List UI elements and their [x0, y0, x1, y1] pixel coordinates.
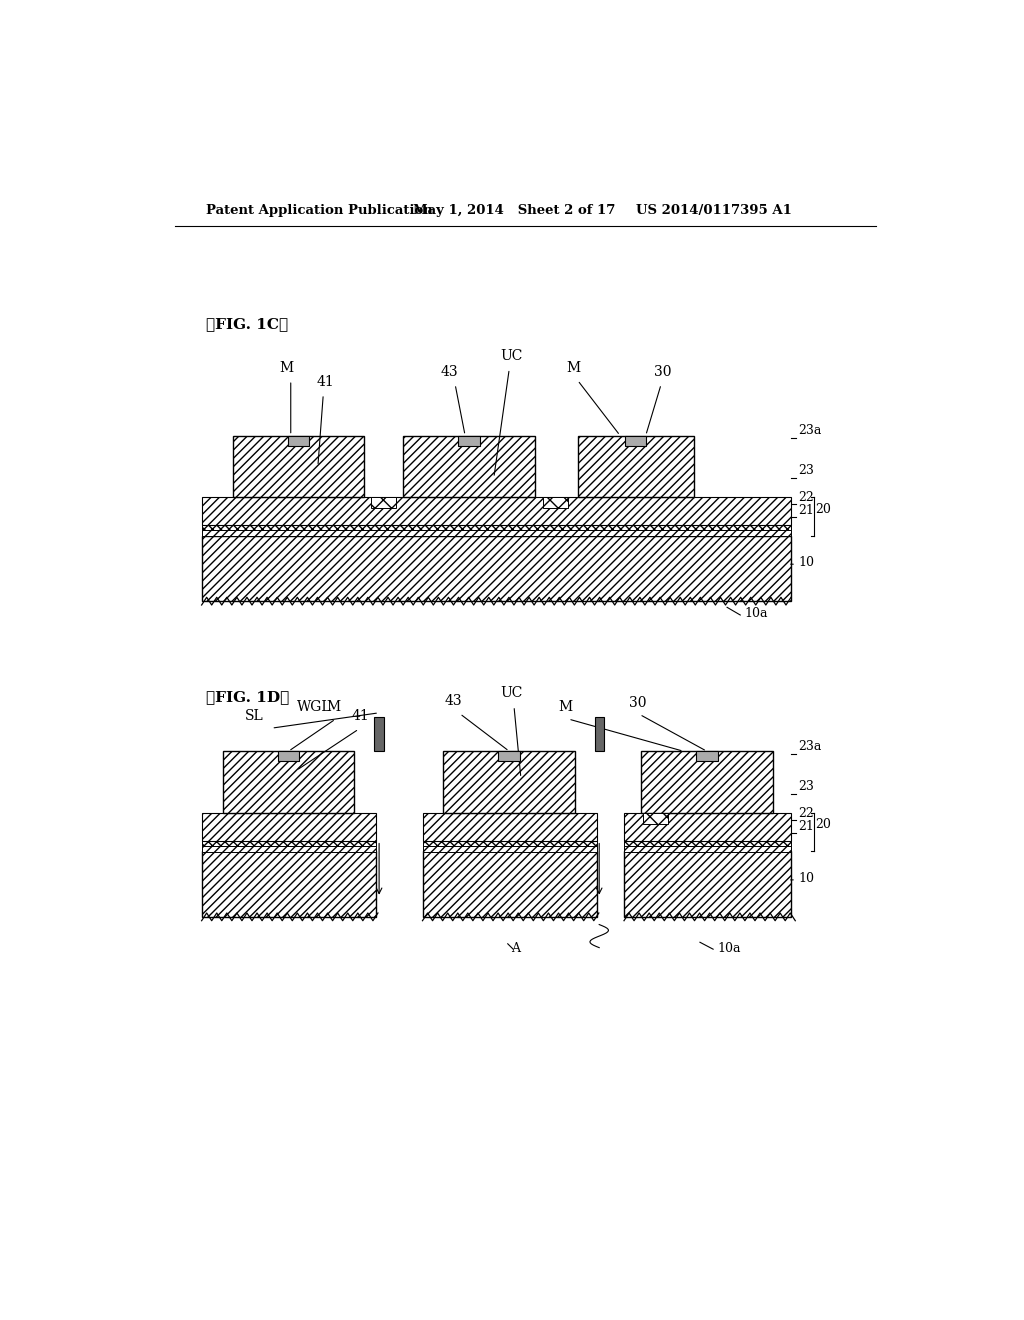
- Text: M: M: [327, 700, 340, 714]
- Text: 20: 20: [815, 503, 831, 516]
- Bar: [202, 851, 376, 917]
- Bar: [423, 846, 597, 853]
- Text: 23: 23: [799, 780, 814, 793]
- Bar: [625, 436, 646, 446]
- Bar: [624, 846, 791, 853]
- Text: 10: 10: [799, 873, 814, 886]
- Text: A: A: [511, 941, 520, 954]
- Text: 23: 23: [799, 465, 814, 477]
- Text: 10a: 10a: [717, 941, 740, 954]
- Text: WGL: WGL: [297, 700, 332, 714]
- Bar: [202, 813, 376, 841]
- Text: 22: 22: [799, 491, 814, 504]
- Bar: [202, 846, 376, 853]
- Bar: [232, 436, 365, 498]
- Bar: [696, 751, 718, 762]
- Bar: [643, 813, 669, 824]
- Bar: [423, 841, 597, 846]
- Bar: [578, 436, 693, 498]
- Text: 23a: 23a: [799, 739, 821, 752]
- Bar: [423, 851, 597, 917]
- Text: M: M: [280, 362, 294, 375]
- Text: 【FIG. 1C】: 【FIG. 1C】: [206, 317, 288, 331]
- Text: 20: 20: [815, 818, 831, 832]
- Text: 43: 43: [444, 694, 462, 708]
- Bar: [222, 751, 354, 813]
- Bar: [202, 531, 791, 536]
- Bar: [544, 498, 568, 508]
- Text: 23a: 23a: [799, 424, 821, 437]
- Text: US 2014/0117395 A1: US 2014/0117395 A1: [636, 205, 792, 218]
- Bar: [624, 841, 791, 846]
- Text: UC: UC: [501, 350, 523, 363]
- Bar: [403, 436, 535, 498]
- Text: 10a: 10a: [744, 607, 768, 620]
- Text: 30: 30: [629, 696, 647, 710]
- Text: 【FIG. 1D】: 【FIG. 1D】: [206, 690, 289, 705]
- Bar: [641, 751, 773, 813]
- Bar: [372, 498, 396, 508]
- Text: 41: 41: [316, 375, 335, 388]
- Text: 21: 21: [799, 504, 814, 517]
- Bar: [278, 751, 299, 762]
- Bar: [202, 525, 791, 531]
- Text: UC: UC: [501, 686, 523, 701]
- Bar: [288, 436, 309, 446]
- Text: 41: 41: [351, 710, 370, 723]
- Bar: [202, 536, 791, 601]
- Text: 21: 21: [799, 820, 814, 833]
- Text: May 1, 2014   Sheet 2 of 17: May 1, 2014 Sheet 2 of 17: [414, 205, 615, 218]
- Bar: [423, 813, 597, 841]
- Text: 22: 22: [799, 807, 814, 820]
- Text: M: M: [559, 700, 573, 714]
- Bar: [595, 717, 604, 751]
- Bar: [458, 436, 480, 446]
- Text: 30: 30: [654, 366, 672, 379]
- Text: Patent Application Publication: Patent Application Publication: [206, 205, 432, 218]
- Bar: [375, 717, 384, 751]
- Text: 43: 43: [440, 366, 459, 379]
- Bar: [624, 813, 791, 841]
- Bar: [202, 841, 376, 846]
- Bar: [443, 751, 575, 813]
- Bar: [499, 751, 520, 762]
- Bar: [624, 851, 791, 917]
- Text: M: M: [566, 362, 581, 375]
- Text: SL: SL: [245, 710, 264, 723]
- Bar: [202, 498, 791, 525]
- Text: 10: 10: [799, 557, 814, 569]
